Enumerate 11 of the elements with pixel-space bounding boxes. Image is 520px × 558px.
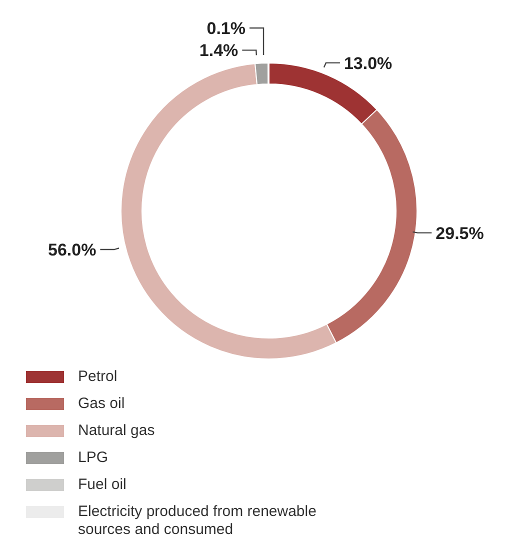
- legend-label: Electricity produced from renewable sources and consumed: [78, 503, 318, 539]
- data-label: 1.4%: [199, 41, 238, 60]
- data-label: 56.0%: [48, 240, 96, 260]
- legend-label: Gas oil: [78, 395, 125, 413]
- data-label: 29.5%: [436, 224, 484, 243]
- data-label: 0.1%: [206, 18, 246, 38]
- legend-label: Natural gas: [78, 422, 155, 440]
- legend-label: Petrol: [78, 368, 118, 386]
- legend-label: Fuel oil: [78, 476, 126, 494]
- legend-label: LPG: [78, 449, 108, 467]
- data-label: 13.0%: [344, 54, 392, 73]
